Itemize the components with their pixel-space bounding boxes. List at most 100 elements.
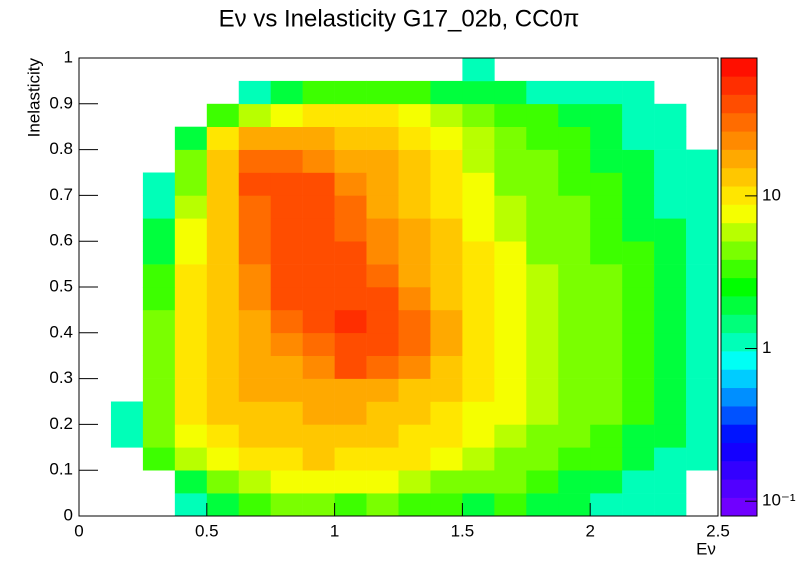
z-tick-label: 10⁻¹ <box>762 491 796 510</box>
cell <box>654 58 686 81</box>
cell <box>303 58 335 81</box>
cell <box>686 127 718 150</box>
cell <box>590 332 623 356</box>
cell <box>398 332 431 356</box>
cell <box>238 80 271 105</box>
palette-band <box>721 369 757 389</box>
cell <box>270 470 303 494</box>
cell <box>174 378 208 402</box>
cell <box>654 149 687 173</box>
cell <box>366 378 399 402</box>
cell <box>271 58 303 81</box>
cell <box>174 149 208 173</box>
cell <box>334 287 367 311</box>
cell <box>526 241 559 265</box>
cell <box>430 126 463 150</box>
palette-band <box>721 314 757 334</box>
cell <box>79 356 111 379</box>
cell <box>590 218 623 242</box>
cell <box>686 149 719 173</box>
palette-band <box>721 406 757 425</box>
cell <box>111 104 143 127</box>
cell <box>430 149 463 173</box>
cell <box>238 470 271 494</box>
cell <box>558 447 591 471</box>
cell <box>142 309 176 334</box>
cell <box>302 378 335 402</box>
cell <box>111 150 143 173</box>
cell <box>366 447 399 471</box>
cell <box>398 195 431 219</box>
cell <box>302 401 335 425</box>
chart-title: Eν vs Inelasticity G17_02b, CC0π <box>219 5 580 32</box>
cell <box>430 218 463 242</box>
cell <box>622 218 655 242</box>
cell <box>238 401 271 425</box>
cell <box>79 424 111 447</box>
cell <box>622 126 655 150</box>
cell <box>654 126 687 150</box>
cell <box>174 264 208 288</box>
cell <box>142 424 176 448</box>
cell <box>334 218 367 242</box>
cell <box>366 172 399 196</box>
cell <box>302 241 335 265</box>
cell <box>302 195 335 219</box>
cell <box>334 172 367 196</box>
y-tick-label: 0.9 <box>49 93 73 112</box>
cell <box>302 332 335 356</box>
cell <box>111 287 143 310</box>
cell <box>590 287 623 311</box>
cell <box>494 103 527 127</box>
cell <box>174 309 208 334</box>
palette-band <box>721 186 757 205</box>
cell <box>494 218 527 242</box>
palette-band <box>721 424 757 444</box>
cell <box>238 172 271 196</box>
cell <box>79 264 111 287</box>
cell <box>558 195 591 219</box>
cell <box>494 241 527 265</box>
y-tick-label: 0.5 <box>49 276 73 295</box>
cell <box>238 447 271 471</box>
cell <box>143 493 175 516</box>
cell <box>111 195 143 218</box>
cell <box>206 241 240 265</box>
cell <box>79 470 111 493</box>
cell <box>206 264 240 288</box>
cell <box>270 218 303 242</box>
cell <box>334 195 367 219</box>
cell <box>334 470 367 494</box>
cell <box>558 332 591 356</box>
cell <box>462 58 495 82</box>
cell <box>430 378 463 402</box>
cell <box>526 58 558 81</box>
cell <box>686 401 719 425</box>
cell <box>206 309 240 334</box>
cell <box>302 424 335 448</box>
cell <box>142 195 176 219</box>
cell <box>430 470 463 494</box>
cell <box>79 127 111 150</box>
cell <box>622 58 654 81</box>
cell <box>206 470 240 494</box>
cell <box>526 218 559 242</box>
cell <box>430 241 463 265</box>
cell <box>239 58 271 81</box>
cell <box>79 310 111 333</box>
cell <box>334 149 367 173</box>
cell <box>270 378 303 402</box>
cell <box>558 355 591 379</box>
palette-band <box>721 131 757 150</box>
cell <box>558 126 591 150</box>
cell <box>590 378 623 402</box>
cell <box>398 103 431 127</box>
cell <box>558 309 591 334</box>
cell <box>334 378 367 402</box>
cell <box>238 126 271 150</box>
cell <box>462 287 495 311</box>
cell <box>590 447 623 471</box>
cell <box>206 103 240 127</box>
palette-band <box>721 167 757 187</box>
cell <box>366 80 399 105</box>
